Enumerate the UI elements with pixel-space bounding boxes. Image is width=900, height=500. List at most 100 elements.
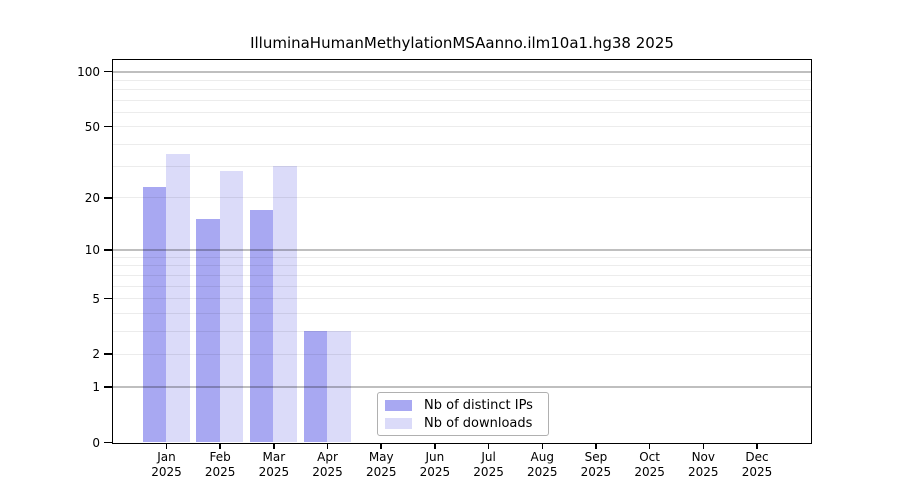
x-tick-month: Jun (425, 450, 445, 464)
legend-label-distinct-ips: Nb of distinct IPs (424, 397, 533, 413)
x-tick-label-may: May 2025 (351, 450, 411, 480)
grid-line-minor-6 (113, 285, 811, 287)
legend-item-downloads: Nb of downloads (385, 416, 541, 431)
y-tick-label-100: 100 (77, 64, 100, 79)
grid-line-minor-4 (113, 312, 811, 314)
x-tick-year: 2025 (419, 465, 451, 479)
x-tick-year: 2025 (151, 465, 182, 479)
x-tick-label-jun: Jun 2025 (405, 450, 465, 480)
y-tick-20 (104, 197, 113, 199)
x-tick-year: 2025 (204, 465, 236, 479)
legend: Nb of distinct IPs Nb of downloads (377, 392, 549, 436)
bar-downloads-jan (166, 154, 190, 442)
x-tick-year: 2025 (580, 465, 612, 479)
x-tick-sep (595, 444, 597, 449)
grid-line-minor-40 (113, 143, 811, 145)
x-tick-oct (648, 444, 651, 449)
x-tick-month: Dec (745, 450, 769, 464)
grid-line-minor-80 (113, 88, 811, 90)
x-tick-label-nov: Nov 2025 (673, 450, 733, 480)
y-tick-label-1: 1 (92, 379, 100, 394)
y-tick-label-0: 0 (92, 435, 100, 450)
x-tick-dec (756, 444, 758, 449)
x-tick-nov (702, 444, 705, 449)
y-tick-5 (104, 297, 113, 300)
grid-line-major-100 (113, 71, 811, 73)
x-tick-month: Nov (691, 450, 715, 464)
legend-label-downloads: Nb of downloads (424, 415, 533, 431)
x-tick-month: Oct (639, 450, 660, 464)
bar-downloads-apr (327, 330, 351, 442)
gridlines-layer (113, 60, 811, 443)
bar-distinct-ips-jan (142, 186, 166, 442)
x-tick-jan (165, 444, 168, 449)
x-tick-year: 2025 (473, 465, 504, 479)
x-tick-month: Mar (262, 450, 286, 464)
x-tick-label-sep: Sep 2025 (566, 450, 626, 480)
legend-swatch-downloads (385, 417, 412, 429)
x-tick-year: 2025 (741, 465, 773, 479)
x-tick-month: Jan (157, 450, 176, 464)
x-tick-month: Jul (481, 450, 496, 464)
grid-line-minor-70 (113, 99, 811, 101)
y-tick-10 (104, 249, 113, 251)
plot-area: Nb of distinct IPs Nb of downloads (112, 59, 812, 444)
grid-line-minor-50 (113, 126, 811, 128)
bar-distinct-ips-apr (303, 330, 328, 442)
x-tick-year: 2025 (365, 465, 397, 479)
grid-line-minor-9 (113, 257, 811, 258)
x-tick-year: 2025 (634, 465, 665, 479)
x-tick-jun (434, 444, 436, 449)
bar-downloads-mar (273, 166, 297, 442)
bar-downloads-feb (219, 171, 244, 442)
x-tick-label-apr: Apr 2025 (298, 450, 358, 480)
x-tick-may (380, 444, 382, 449)
chart-title: IlluminaHumanMethylationMSAanno.ilm10a1.… (250, 34, 674, 52)
grid-line-minor-7 (113, 274, 811, 276)
x-tick-feb (219, 444, 221, 449)
x-tick-jul (487, 444, 490, 449)
y-tick-label-50: 50 (84, 119, 100, 134)
x-tick-label-oct: Oct 2025 (620, 450, 680, 480)
x-tick-label-feb: Feb 2025 (190, 450, 250, 480)
x-tick-year: 2025 (688, 465, 719, 479)
x-tick-label-aug: Aug 2025 (512, 450, 572, 480)
y-tick-50 (104, 125, 113, 128)
x-tick-year: 2025 (312, 465, 343, 479)
y-tick-0 (104, 441, 113, 444)
y-tick-label-10: 10 (84, 242, 100, 257)
grid-line-minor-90 (113, 79, 811, 81)
y-tick-label-5: 5 (92, 291, 100, 306)
grid-line-minor-30 (113, 166, 811, 168)
y-tick-label-20: 20 (84, 190, 100, 205)
grid-line-major-10 (113, 249, 811, 251)
y-tick-1 (104, 386, 113, 388)
x-tick-label-dec: Dec 2025 (727, 450, 787, 480)
x-tick-year: 2025 (258, 465, 290, 479)
grid-line-minor-5 (113, 298, 811, 300)
x-tick-aug (541, 444, 543, 449)
x-tick-month: Aug (530, 450, 554, 464)
y-tick-label-2: 2 (92, 347, 100, 362)
grid-line-major-1 (113, 386, 811, 388)
x-tick-label-jan: Jan 2025 (137, 450, 197, 480)
x-tick-month: Apr (317, 450, 338, 464)
x-tick-month: Sep (584, 450, 608, 464)
grid-line-minor-60 (113, 111, 811, 113)
x-tick-month: Feb (209, 450, 231, 464)
grid-line-minor-20 (113, 197, 811, 199)
bar-distinct-ips-feb (196, 219, 220, 442)
legend-item-distinct-ips: Nb of distinct IPs (385, 398, 541, 413)
grid-line-minor-3 (113, 330, 811, 332)
legend-swatch-distinct-ips (385, 399, 412, 411)
grid-line-minor-8 (113, 265, 811, 267)
x-tick-apr (326, 444, 329, 449)
grid-line-minor-2 (113, 353, 811, 355)
bars-layer (113, 60, 811, 443)
bar-distinct-ips-mar (249, 209, 274, 442)
x-tick-year: 2025 (526, 465, 558, 479)
x-tick-label-jul: Jul 2025 (459, 450, 519, 480)
x-tick-mar (273, 444, 275, 449)
y-tick-100 (104, 70, 113, 73)
